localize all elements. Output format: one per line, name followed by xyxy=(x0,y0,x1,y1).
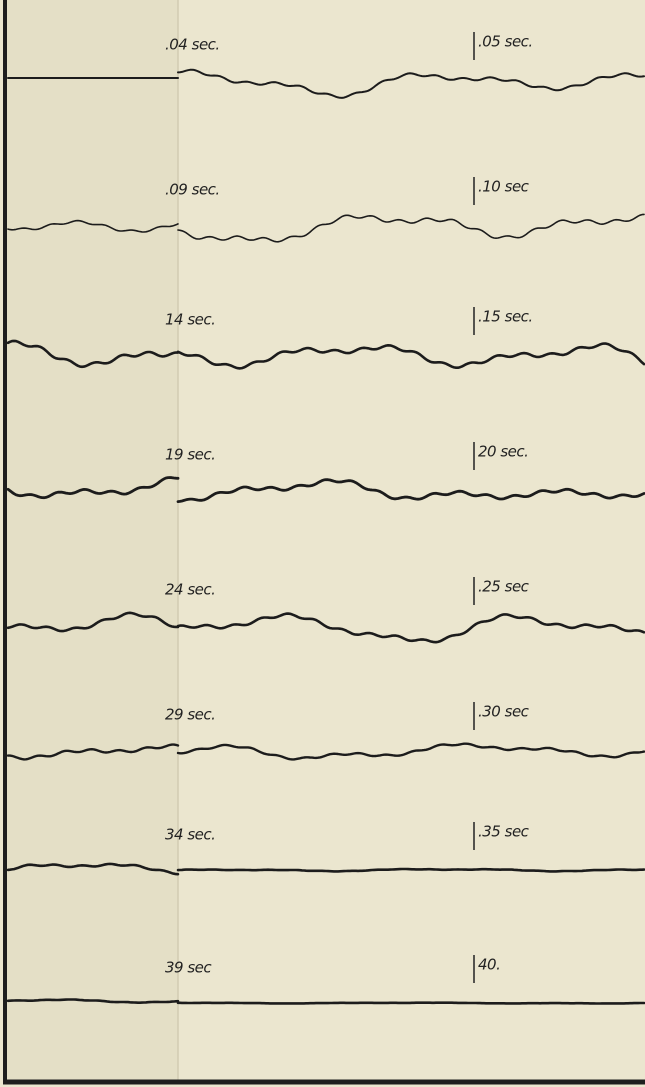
trace-right xyxy=(176,342,645,370)
right-time-label: .30 sec xyxy=(478,703,530,721)
trace-right xyxy=(176,742,645,761)
trace-left xyxy=(7,219,179,233)
traces: .04 sec. .05 sec. .09 sec. .10 sec 14 sec. .1… xyxy=(6,32,645,1005)
right-time-label: .10 sec xyxy=(478,178,530,196)
right-time-label: 40. xyxy=(478,956,500,974)
right-time-label: .35 sec xyxy=(478,823,530,841)
trace-left xyxy=(6,476,180,500)
trace-right xyxy=(177,213,645,243)
left-time-label: 14 sec. xyxy=(165,311,215,329)
left-time-label: .09 sec. xyxy=(165,181,220,199)
trace-left xyxy=(6,339,180,369)
trace-right xyxy=(176,1001,645,1005)
right-time-label: .15 sec. xyxy=(478,308,533,326)
left-time-label: .04 sec. xyxy=(165,36,220,54)
right-time-label: 20 sec. xyxy=(478,443,528,461)
trace-left xyxy=(6,998,180,1004)
left-time-label: 39 sec xyxy=(165,959,212,977)
right-time-label: .05 sec. xyxy=(478,33,533,51)
trace-right xyxy=(176,478,645,503)
right-time-label: .25 sec xyxy=(478,578,530,596)
trace-left xyxy=(6,862,180,876)
trace-left xyxy=(6,611,180,633)
trace-right xyxy=(177,68,645,99)
trace-right xyxy=(176,612,645,644)
left-panel xyxy=(6,0,178,1081)
trace-left xyxy=(6,743,180,761)
trace-right xyxy=(176,867,645,873)
left-time-label: 34 sec. xyxy=(165,826,215,844)
left-time-label: 29 sec. xyxy=(165,706,215,724)
left-time-label: 24 sec. xyxy=(165,581,215,599)
left-time-label: 19 sec. xyxy=(165,446,215,464)
